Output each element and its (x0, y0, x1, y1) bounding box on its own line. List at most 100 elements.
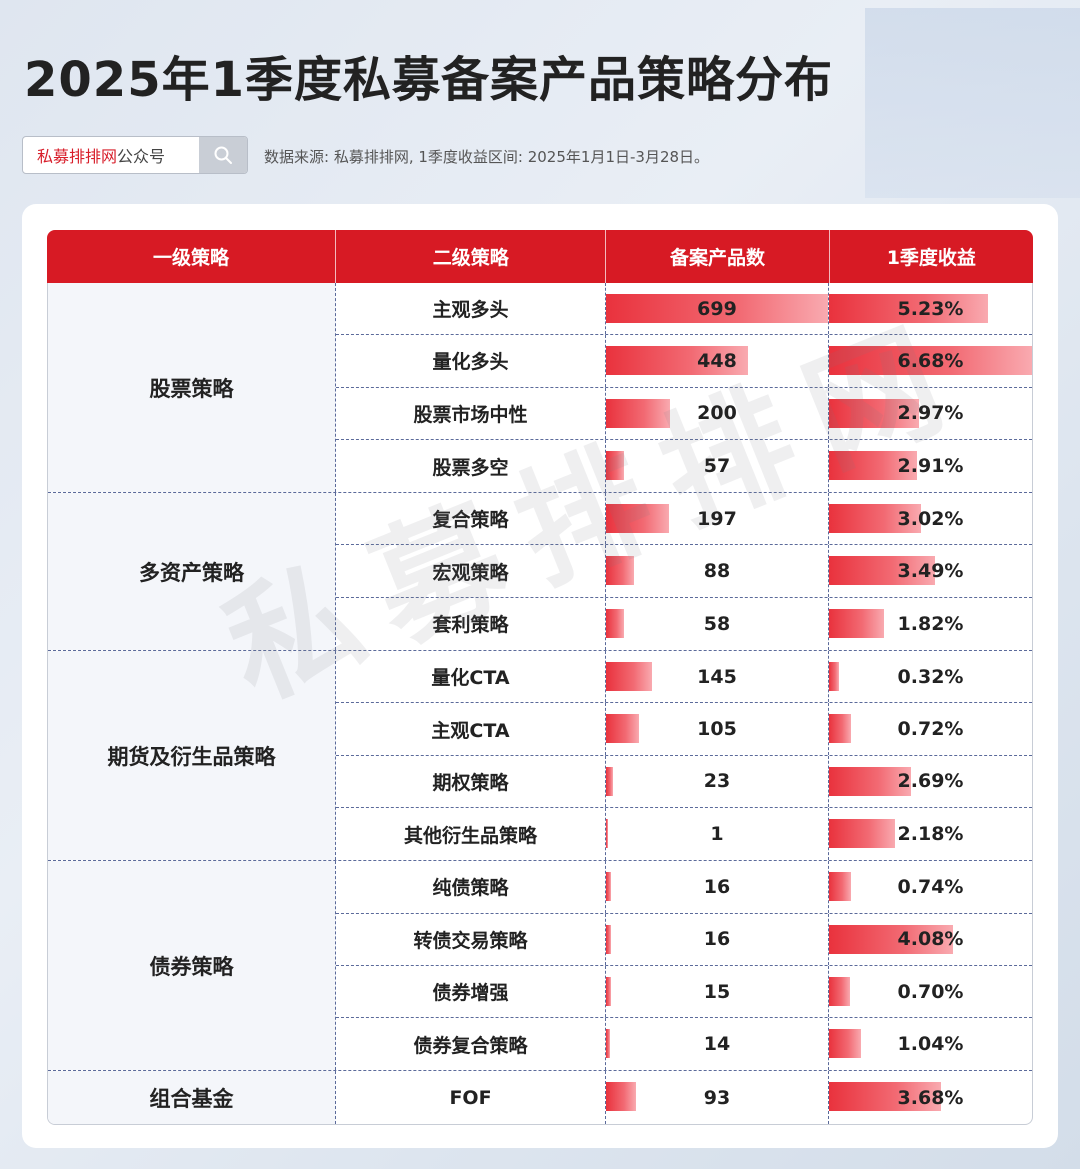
sub-strategy-name: 宏观策略 (336, 545, 606, 597)
group-rows: 复合策略 197 3.02% 宏观策略 88 3.49% 套利策略 58 1.82% (336, 493, 1032, 651)
return-bar (829, 1082, 941, 1112)
return-bar (829, 1029, 861, 1059)
sub-strategy-name: 套利策略 (336, 597, 606, 651)
table-row: 股票多空 57 2.91% (336, 439, 1032, 493)
count-value: 23 (703, 770, 731, 793)
sub-strategy-name: 股票多空 (336, 439, 606, 493)
return-value: 3.68% (897, 1086, 964, 1109)
table-row: 套利策略 58 1.82% (336, 597, 1032, 651)
return-value: 5.23% (897, 297, 964, 320)
sub-strategy-name: 其他衍生品策略 (336, 807, 606, 861)
background-decoration (865, 8, 1080, 198)
count-bar (606, 924, 612, 954)
table-row: 量化多头 448 6.68% (336, 335, 1032, 388)
return-bar (829, 398, 920, 428)
sub-strategy-name: 转债交易策略 (336, 913, 606, 965)
return-value: 2.97% (897, 402, 964, 425)
search-box[interactable]: 私募排排网 公众号 (22, 136, 248, 174)
return-cell: 3.49% (829, 545, 1032, 596)
return-cell: 0.74% (829, 861, 1032, 912)
search-query[interactable]: 私募排排网 公众号 (23, 137, 199, 173)
strategy-group: 多资产策略 复合策略 197 3.02% 宏观策略 88 3.49% 套利策略 58 1.82% (48, 493, 1032, 652)
count-bar (606, 1029, 611, 1059)
table-row: 债券增强 15 0.70% (336, 965, 1032, 1019)
table-row: 主观CTA 105 0.72% (336, 703, 1032, 756)
count-bar (606, 608, 625, 638)
count-cell: 197 (606, 493, 829, 545)
header-level1: 一级策略 (47, 230, 337, 283)
count-cell: 23 (606, 755, 829, 807)
count-cell: 699 (606, 283, 829, 335)
search-icon (214, 146, 232, 164)
count-cell: 15 (606, 965, 829, 1018)
return-value: 2.69% (897, 770, 964, 793)
count-cell: 16 (606, 913, 829, 965)
table-row: 主观多头 699 5.23% (336, 283, 1032, 336)
search-button[interactable] (199, 137, 247, 173)
return-cell: 0.72% (829, 703, 1032, 754)
group-name: 多资产策略 (48, 493, 336, 651)
return-value: 2.91% (897, 455, 964, 478)
return-cell: 2.18% (829, 808, 1032, 860)
return-value: 0.72% (897, 718, 964, 741)
return-bar (829, 346, 1032, 376)
count-bar (606, 818, 608, 848)
strategy-group: 组合基金 FOF 93 3.68% (48, 1071, 1032, 1124)
count-value: 14 (703, 1033, 731, 1056)
table-row: 宏观策略 88 3.49% (336, 545, 1032, 598)
table-body: 股票策略 主观多头 699 5.23% 量化多头 448 6.68% 股票市场中性 200 2.9… (47, 283, 1033, 1125)
table-row: 期权策略 23 2.69% (336, 755, 1032, 808)
group-name: 债券策略 (48, 861, 336, 1071)
count-value: 105 (697, 718, 737, 741)
count-bar (606, 766, 614, 796)
return-bar (829, 976, 851, 1006)
group-name: 组合基金 (48, 1071, 336, 1124)
strategy-group: 债券策略 纯债策略 16 0.74% 转债交易策略 16 4.08% 债券增强 15 0.70% 债… (48, 861, 1032, 1072)
group-rows: 量化CTA 145 0.32% 主观CTA 105 0.72% 期权策略 23 2.69% 其他衍… (336, 651, 1032, 861)
count-cell: 16 (606, 861, 829, 913)
return-value: 1.82% (897, 612, 964, 635)
return-bar (829, 924, 953, 954)
count-cell: 14 (606, 1018, 829, 1071)
header-count: 备案产品数 (606, 230, 830, 283)
table-row: 纯债策略 16 0.74% (336, 861, 1032, 914)
return-cell: 2.69% (829, 756, 1032, 807)
count-value: 1 (710, 823, 724, 846)
count-value: 699 (697, 297, 737, 320)
return-bar (829, 450, 918, 480)
group-name: 期货及衍生品策略 (48, 651, 336, 861)
header-return: 1季度收益 (886, 247, 976, 269)
count-bar (606, 714, 640, 744)
return-bar (829, 766, 911, 796)
return-cell: 6.68% (829, 335, 1032, 386)
return-cell: 4.08% (829, 914, 1032, 965)
table-card: 一级策略 二级策略 备案产品数 1季度收益 股票策略 主观多头 699 5.23% 量化… (22, 204, 1058, 1148)
count-value: 15 (703, 980, 731, 1003)
return-value: 0.74% (897, 875, 964, 898)
return-value: 4.08% (897, 928, 964, 951)
count-value: 93 (703, 1086, 731, 1109)
sub-strategy-name: FOF (336, 1071, 606, 1124)
strategy-group: 期货及衍生品策略 量化CTA 145 0.32% 主观CTA 105 0.72% 期权策略 23… (48, 651, 1032, 862)
table-row: 复合策略 197 3.02% (336, 493, 1032, 546)
count-cell: 1 (606, 807, 829, 861)
return-bar (829, 556, 936, 586)
count-bar (606, 294, 828, 323)
count-bar (606, 346, 749, 376)
return-cell: 0.32% (829, 651, 1032, 702)
search-brand: 私募排排网 (37, 147, 118, 166)
sub-strategy-name: 复合策略 (336, 493, 606, 545)
return-bar (829, 714, 851, 744)
count-cell: 145 (606, 651, 829, 703)
count-cell: 58 (606, 597, 829, 651)
sub-strategy-name: 量化CTA (336, 651, 606, 703)
sub-strategy-name: 股票市场中性 (336, 387, 606, 439)
count-value: 145 (697, 665, 737, 688)
search-suffix: 公众号 (117, 147, 166, 166)
table-row: 债券复合策略 14 1.04% (336, 1018, 1032, 1071)
sub-strategy-name: 期权策略 (336, 755, 606, 807)
return-bar (829, 504, 921, 534)
return-cell: 2.97% (829, 388, 1032, 439)
count-value: 16 (703, 875, 731, 898)
page-title: 2025年1季度私募备案产品策略分布 (24, 52, 833, 108)
